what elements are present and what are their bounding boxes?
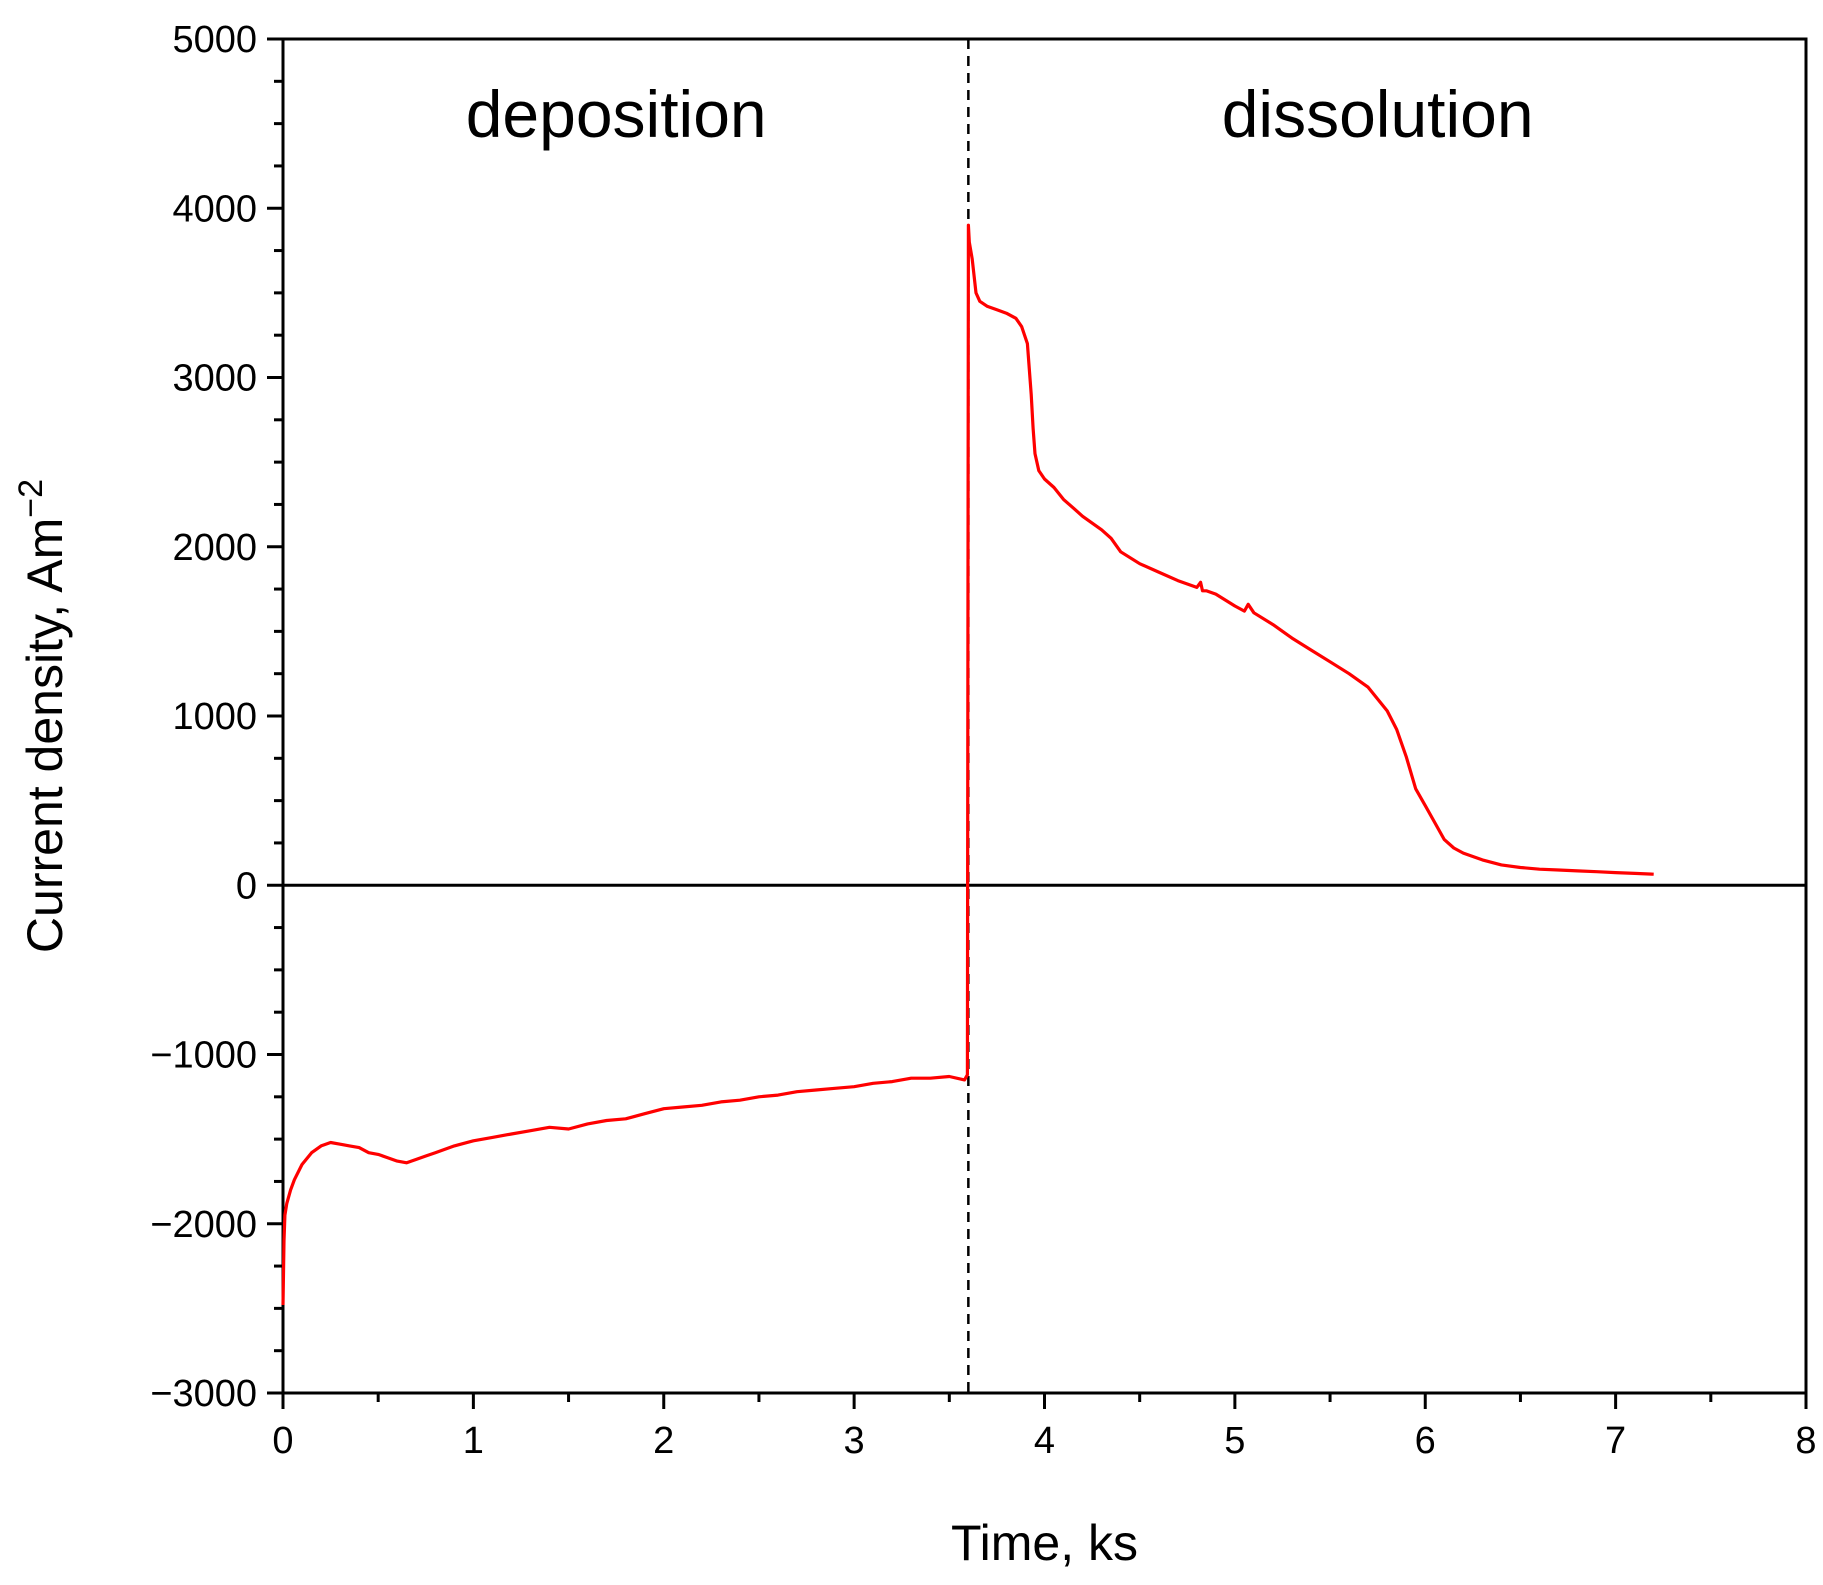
- plot-frame: [281, 37, 1808, 1395]
- annotation-deposition: deposition: [466, 77, 767, 151]
- y-axis-title-main: Current density, Am: [17, 518, 73, 953]
- y-axis-title-superscript: −2: [12, 479, 50, 518]
- x-tick-label: 1: [463, 1420, 484, 1462]
- x-axis-title: Time, ks: [951, 1515, 1138, 1571]
- x-tick-label: 6: [1415, 1420, 1436, 1462]
- y-tick-label: 1000: [172, 696, 257, 738]
- x-tick-label: 8: [1795, 1420, 1816, 1462]
- y-tick-label: 3000: [172, 358, 257, 400]
- x-tick-label: 7: [1605, 1420, 1626, 1462]
- x-tick-label: 2: [653, 1420, 674, 1462]
- current-density-line: [281, 223, 1654, 1306]
- x-tick-label: 0: [272, 1420, 293, 1462]
- y-tick-label: 4000: [172, 188, 257, 230]
- y-tick-label: 5000: [172, 19, 257, 61]
- y-tick-label: −2000: [150, 1204, 257, 1246]
- x-tick-label: 3: [844, 1420, 865, 1462]
- plot-area: 0 1 2 3 4 5 6 7 8 −3000 −2000 −1000 0 1000 2000 3000 400…: [150, 19, 1816, 1462]
- x-tick-label: 4: [1034, 1420, 1055, 1462]
- y-tick-label: −1000: [150, 1035, 257, 1077]
- x-tick-label: 5: [1224, 1420, 1245, 1462]
- y-tick-label: 0: [236, 865, 257, 907]
- annotation-dissolution: dissolution: [1222, 77, 1534, 151]
- y-tick-label: 2000: [172, 527, 257, 569]
- y-tick-label: −3000: [150, 1373, 257, 1415]
- y-axis-title: Current density, Am−2: [12, 479, 73, 953]
